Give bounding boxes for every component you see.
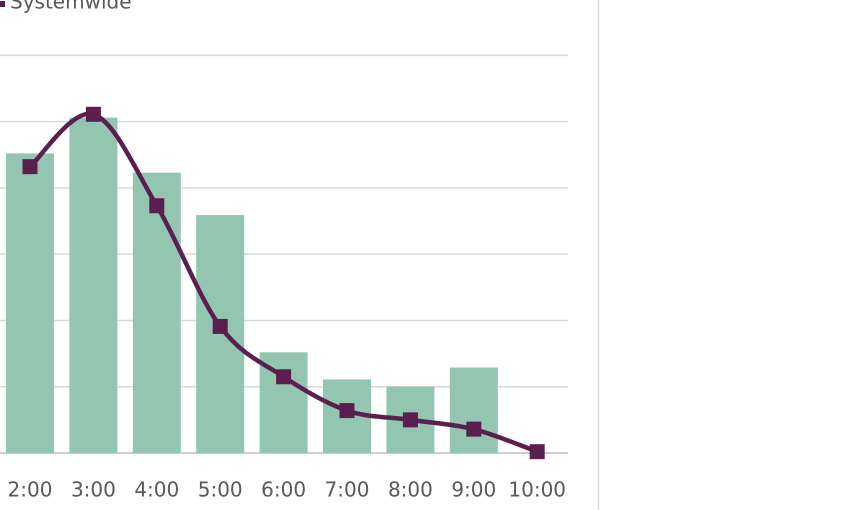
line-marker: [529, 444, 545, 460]
bar: [69, 117, 118, 454]
line-marker: [22, 159, 38, 175]
line-marker: [276, 369, 292, 385]
legend-marker: [0, 1, 5, 7]
x-tick-label: 2:00: [8, 478, 53, 502]
x-tick-label: 8:00: [388, 478, 433, 502]
x-tick-label: 7:00: [325, 478, 370, 502]
bar: [6, 153, 54, 453]
line-marker: [212, 318, 228, 334]
line-marker: [402, 412, 418, 428]
bar: [196, 215, 245, 453]
x-tick-label: 4:00: [134, 478, 179, 502]
line-marker: [85, 106, 101, 122]
bar: [132, 172, 181, 453]
x-tick-label: 6:00: [261, 478, 306, 502]
x-tick-label: 5:00: [198, 478, 243, 502]
line-marker: [149, 198, 165, 214]
line-marker: [466, 421, 482, 437]
x-tick-label: 10:00: [508, 478, 566, 502]
x-tick-label: 3:00: [71, 478, 116, 502]
bar: [449, 367, 498, 453]
legend-label: Systemwide: [10, 0, 132, 14]
line-marker: [339, 403, 355, 419]
line: [28, 111, 538, 454]
x-tick-label: 9:00: [451, 478, 496, 502]
